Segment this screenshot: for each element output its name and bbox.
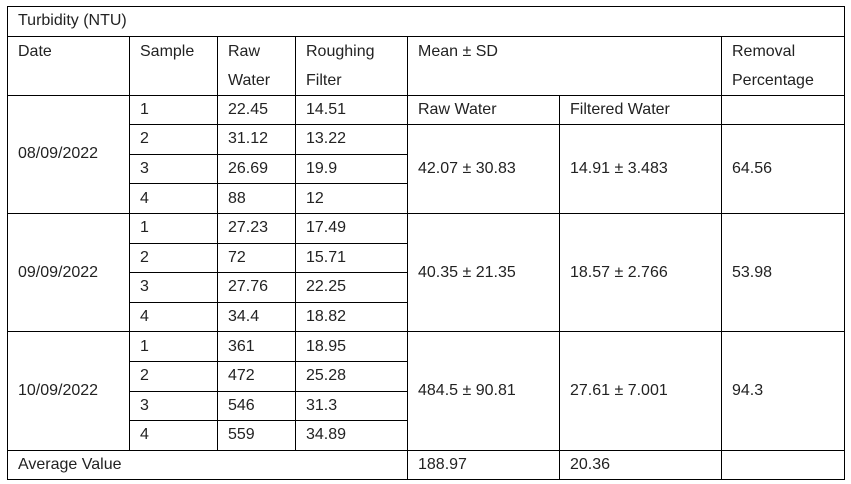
date-cell: 10/09/2022 <box>7 331 130 451</box>
data-row: 4 34.4 18.82 <box>8 301 845 333</box>
header-cell: Date <box>7 35 130 96</box>
removal-cell: 53.98 <box>721 212 845 333</box>
data-cell: 3 <box>129 272 218 303</box>
data-cell: 4 <box>129 420 218 451</box>
data-cell: 546 <box>217 390 296 422</box>
data-cell: 19.9 <box>295 153 408 185</box>
data-cell: 3 <box>129 153 218 185</box>
data-cell: 22.45 <box>217 94 296 126</box>
data-cell: 1 <box>129 212 218 244</box>
turbidity-table: Turbidity (NTU) Date Sample Raw Water Ro… <box>7 6 845 481</box>
data-cell: 18.95 <box>295 331 408 362</box>
data-row: 2 31.12 13.22 42.07 ± 30.83 14.91 ± 3.483 64.… <box>8 124 845 214</box>
data-cell: 31.12 <box>217 124 296 155</box>
footer-filtered: 20.36 <box>559 449 722 481</box>
table-title: Turbidity (NTU) <box>7 6 845 37</box>
removal-cell: 94.3 <box>721 331 845 451</box>
data-cell: 27.76 <box>217 272 296 303</box>
header-cell: Sample <box>129 35 218 96</box>
subheader-cell: Raw Water <box>407 94 560 126</box>
header-cell: Removal Percentage <box>721 35 845 96</box>
data-cell: 22.25 <box>295 272 408 303</box>
data-cell: 27.23 <box>217 212 296 244</box>
data-cell: 14.51 <box>295 94 408 126</box>
removal-cell: 64.56 <box>721 124 845 214</box>
footer-label: Average Value <box>7 449 408 481</box>
raw-mean-cell: 40.35 ± 21.35 <box>407 212 560 333</box>
header-row: Date Sample Raw Water Roughing Filter Me… <box>7 35 845 96</box>
data-row: 10/09/2022 1 361 18.95 484.5 ± 90.81 27.61 ± … <box>7 331 845 451</box>
data-cell: 4 <box>129 183 218 214</box>
data-row: 3 546 31.3 <box>8 390 845 422</box>
date-cell: 08/09/2022 <box>7 94 130 214</box>
data-cell: 361 <box>217 331 296 362</box>
data-cell: 1 <box>129 331 218 362</box>
raw-mean-cell: 484.5 ± 90.81 <box>407 331 560 451</box>
header-cell: Raw Water <box>217 35 296 96</box>
header-cell: Roughing Filter <box>295 35 408 96</box>
data-cell: 13.22 <box>295 124 408 155</box>
data-cell: 17.49 <box>295 212 408 244</box>
footer-raw: 188.97 <box>407 449 560 481</box>
data-cell: 12 <box>295 183 408 214</box>
footer-row: Average Value 188.97 20.36 <box>7 449 845 481</box>
data-cell: 34.4 <box>217 301 296 333</box>
empty-cell <box>721 94 845 126</box>
header-cell: Mean ± SD <box>407 35 722 96</box>
data-cell: 18.82 <box>295 301 408 333</box>
data-cell: 15.71 <box>295 242 408 274</box>
data-row: 09/09/2022 1 27.23 17.49 40.35 ± 21.35 18.57 … <box>7 212 845 333</box>
empty-cell <box>721 449 845 481</box>
data-cell: 25.28 <box>295 360 408 392</box>
date-cell: 09/09/2022 <box>7 212 130 333</box>
filtered-mean-cell: 14.91 ± 3.483 <box>559 124 722 214</box>
data-cell: 31.3 <box>295 390 408 422</box>
data-row: 3 26.69 19.9 <box>8 153 845 185</box>
data-cell: 1 <box>129 94 218 126</box>
data-cell: 4 <box>129 301 218 333</box>
data-cell: 3 <box>129 390 218 422</box>
data-cell: 472 <box>217 360 296 392</box>
data-row: 4 559 34.89 <box>8 420 845 451</box>
filtered-mean-cell: 18.57 ± 2.766 <box>559 212 722 333</box>
data-cell: 2 <box>129 124 218 155</box>
data-row: 3 27.76 22.25 <box>8 272 845 303</box>
filtered-mean-cell: 27.61 ± 7.001 <box>559 331 722 451</box>
title-row: Turbidity (NTU) <box>7 6 845 37</box>
data-cell: 34.89 <box>295 420 408 451</box>
data-cell: 2 <box>129 242 218 274</box>
data-row: 08/09/2022 1 22.45 14.51 Raw Water Filtered W… <box>7 94 845 214</box>
table-body: Turbidity (NTU) Date Sample Raw Water Ro… <box>7 6 845 481</box>
data-cell: 88 <box>217 183 296 214</box>
data-cell: 2 <box>129 360 218 392</box>
data-cell: 72 <box>217 242 296 274</box>
data-cell: 26.69 <box>217 153 296 185</box>
subheader-cell: Filtered Water <box>559 94 722 126</box>
raw-mean-cell: 42.07 ± 30.83 <box>407 124 560 214</box>
data-cell: 559 <box>217 420 296 451</box>
